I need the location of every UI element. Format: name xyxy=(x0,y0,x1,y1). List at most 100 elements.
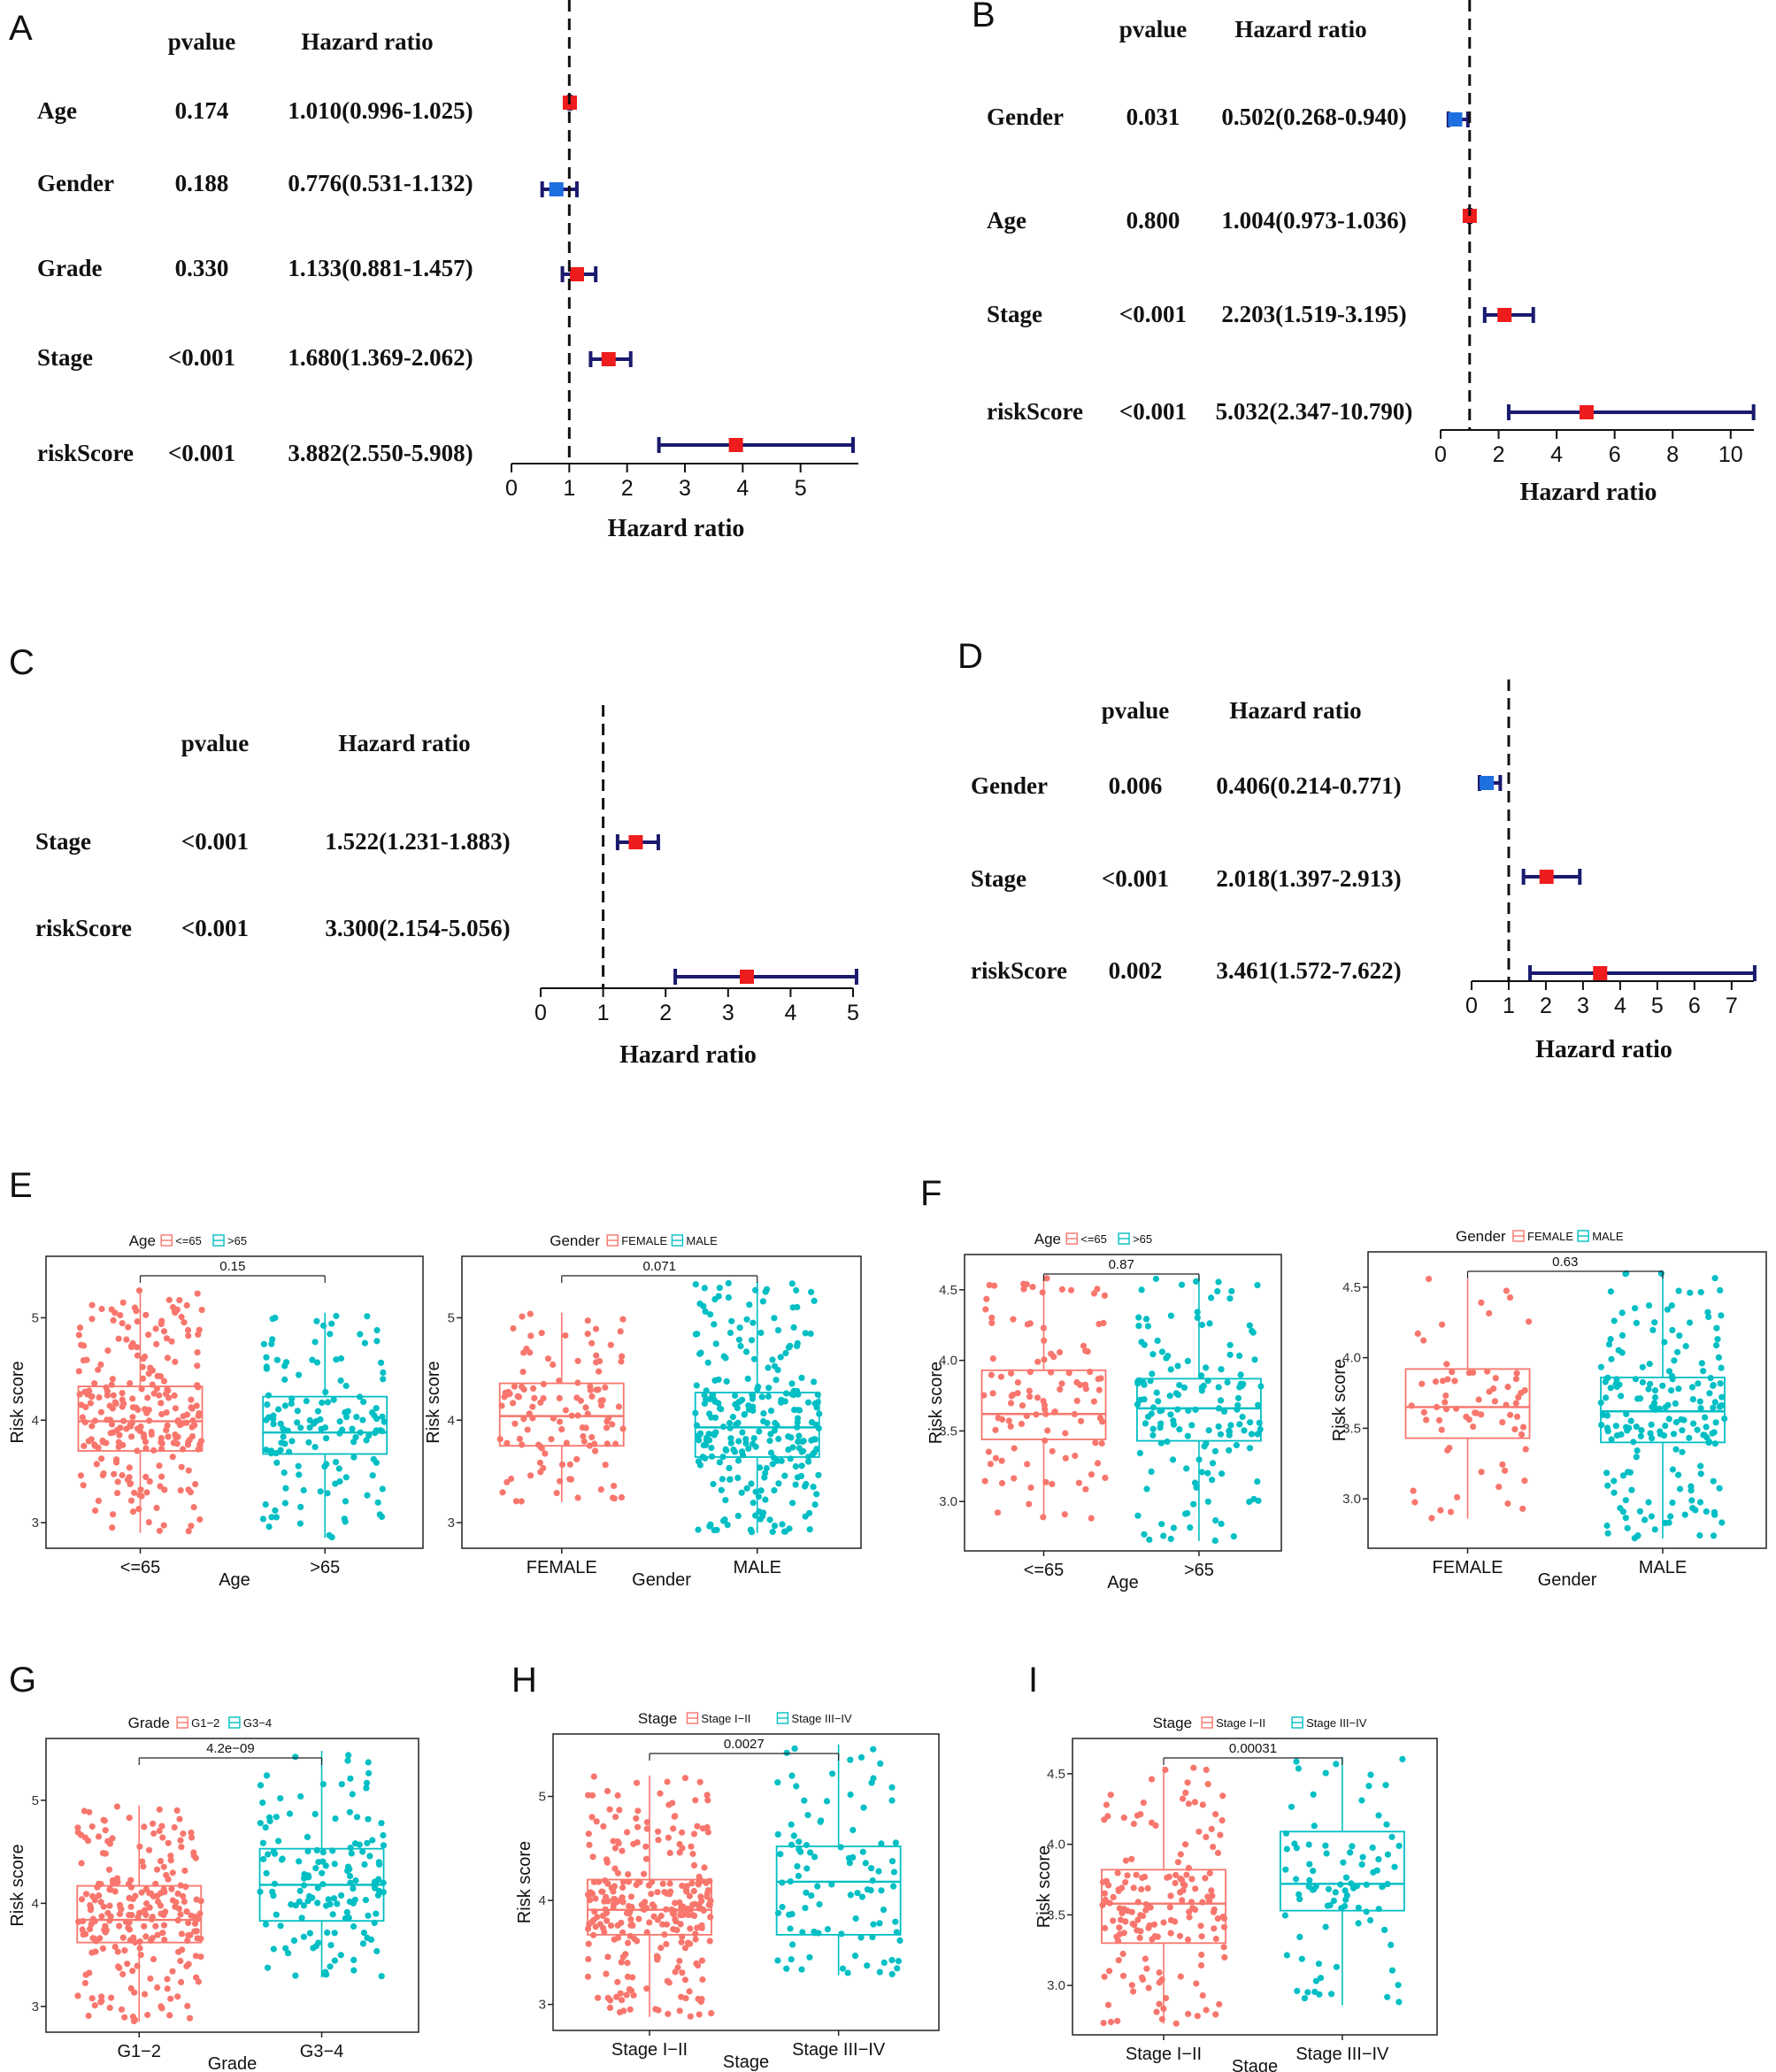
box xyxy=(587,1878,712,1936)
data-point xyxy=(380,1369,387,1376)
data-point xyxy=(1215,1423,1222,1430)
data-point xyxy=(135,1406,142,1414)
data-point xyxy=(811,1501,819,1508)
data-point xyxy=(362,1897,369,1904)
data-point xyxy=(1672,1446,1680,1453)
data-point xyxy=(590,1878,598,1885)
data-point xyxy=(1688,1483,1695,1490)
data-point xyxy=(1521,1477,1528,1485)
data-point xyxy=(752,1488,759,1495)
data-point xyxy=(619,1997,626,2004)
data-point xyxy=(190,1852,197,1859)
data-point xyxy=(1311,1988,1319,1995)
data-point xyxy=(1700,1368,1707,1375)
data-point xyxy=(588,1433,596,1441)
data-point xyxy=(142,1311,150,1318)
x-axis-label: Gender xyxy=(632,1570,691,1590)
data-point xyxy=(1686,1434,1693,1441)
data-point xyxy=(88,1921,95,1928)
data-point xyxy=(1355,1920,1362,1927)
data-point xyxy=(1710,1532,1718,1539)
data-point xyxy=(156,1527,163,1534)
data-point xyxy=(750,1435,757,1442)
data-point xyxy=(742,1348,750,1355)
row-label: Stage xyxy=(971,865,1026,892)
data-point xyxy=(186,2014,194,2022)
data-point xyxy=(1198,1951,1205,1959)
legend-title: Gender xyxy=(1456,1228,1506,1245)
row-label: Gender xyxy=(37,170,114,196)
data-point xyxy=(695,1526,702,1533)
data-point xyxy=(1349,1843,1356,1850)
x-tick-label: 4 xyxy=(736,476,749,501)
data-point xyxy=(1718,1393,1726,1401)
data-point xyxy=(1182,1789,1189,1796)
data-point xyxy=(519,1313,526,1320)
data-point xyxy=(1177,1851,1184,1858)
data-point xyxy=(1632,1305,1639,1312)
data-point xyxy=(1622,1515,1629,1522)
data-point xyxy=(347,1845,354,1852)
data-point xyxy=(185,1919,192,1927)
data-point xyxy=(806,1953,813,1961)
data-point xyxy=(679,1882,686,1890)
plot-frame xyxy=(461,1255,862,1549)
data-point xyxy=(1295,1891,1303,1898)
row-hr-text: 1.004(0.973-1.036) xyxy=(1221,207,1406,234)
data-point xyxy=(259,1516,267,1523)
data-point xyxy=(1219,1792,1226,1800)
data-point xyxy=(786,1525,793,1532)
data-point xyxy=(789,1304,796,1311)
y-axis-label: Risk score xyxy=(1330,1359,1349,1441)
data-point xyxy=(604,1859,611,1866)
data-point xyxy=(175,1948,182,1955)
data-point xyxy=(1206,1869,1213,1876)
data-point xyxy=(703,1893,711,1900)
data-point xyxy=(1491,1398,1498,1405)
y-tick-label: 5 xyxy=(32,1793,39,1808)
data-point xyxy=(536,1459,544,1466)
x-tick-label: 3 xyxy=(722,1001,734,1025)
data-point xyxy=(180,1830,187,1838)
y-tick-label: 3 xyxy=(448,1516,455,1531)
pvalue-header: pvalue xyxy=(181,730,250,756)
data-point xyxy=(1332,1889,1339,1896)
data-point xyxy=(150,1955,158,1963)
data-point xyxy=(1465,1370,1472,1377)
data-point xyxy=(1201,1443,1208,1450)
data-point xyxy=(381,1418,388,1425)
data-point xyxy=(1191,1479,1199,1486)
data-point xyxy=(263,1363,270,1370)
y-tick-label: 3 xyxy=(32,1516,39,1531)
x-tick-label: 2 xyxy=(659,1001,672,1025)
data-point xyxy=(1454,1493,1461,1500)
data-point xyxy=(757,1329,765,1337)
data-point xyxy=(588,1339,596,1347)
data-point xyxy=(518,1498,525,1505)
data-point xyxy=(1072,1452,1079,1460)
data-point xyxy=(270,1412,277,1419)
data-point xyxy=(811,1378,818,1385)
data-point xyxy=(757,1487,765,1494)
data-point xyxy=(379,1413,386,1420)
data-point xyxy=(799,1438,806,1446)
data-point xyxy=(1715,1354,1722,1361)
row-hr-text: 0.776(0.531-1.132) xyxy=(288,170,473,196)
pvalue-text: 0.00031 xyxy=(1229,1741,1277,1756)
data-point xyxy=(716,1285,723,1292)
data-point xyxy=(99,1945,106,1952)
data-point xyxy=(1026,1393,1034,1401)
data-point xyxy=(592,1447,599,1454)
data-point xyxy=(1211,1537,1219,1544)
data-point xyxy=(788,1772,796,1779)
data-point xyxy=(337,1377,344,1385)
data-point xyxy=(1208,1887,1215,1894)
data-point xyxy=(611,1482,618,1490)
box xyxy=(1600,1377,1726,1444)
data-point xyxy=(309,1356,316,1363)
data-point xyxy=(288,1901,295,1908)
data-point xyxy=(756,1428,763,1435)
data-point xyxy=(1214,1288,1221,1295)
data-point xyxy=(1184,1357,1191,1364)
